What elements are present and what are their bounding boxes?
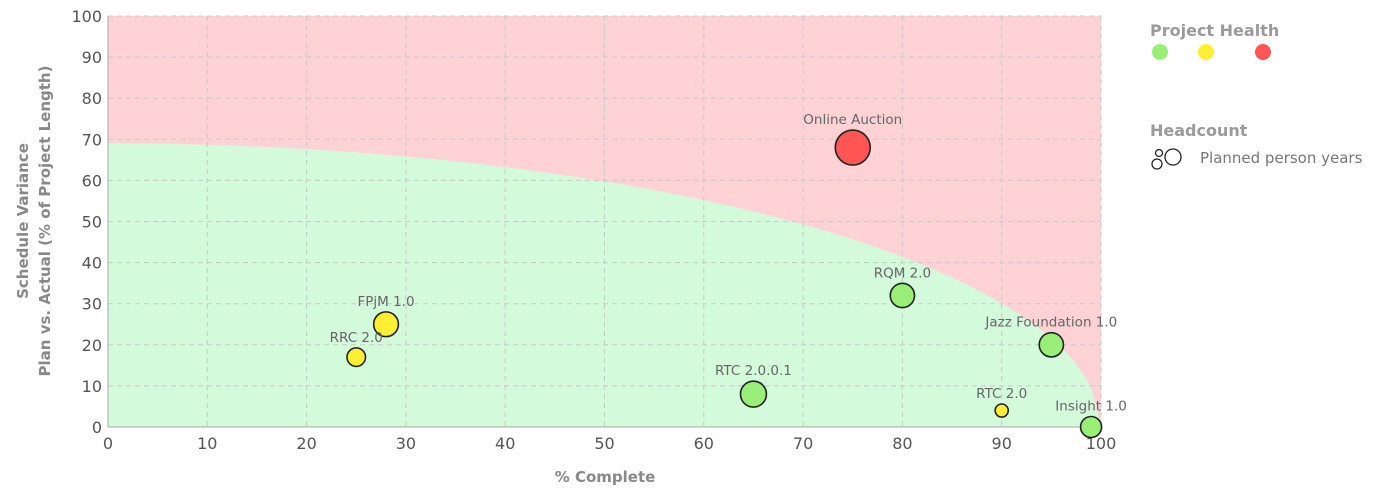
y-tick-label: 20 — [82, 336, 102, 355]
bubble-point[interactable] — [1038, 331, 1065, 358]
headcount-size-icon — [1151, 148, 1182, 170]
bubble-label: FPjM 1.0 — [358, 294, 415, 310]
y-tick-label: 50 — [82, 213, 102, 232]
x-tick-label: 30 — [396, 434, 416, 453]
x-tick-label: 80 — [892, 434, 912, 453]
legend-headcount-title: Headcount — [1150, 121, 1248, 140]
bubble-point[interactable] — [372, 311, 400, 338]
x-tick-label: 50 — [594, 434, 614, 453]
bubble-label: RTC 2.0.0.1 — [715, 363, 792, 379]
y-tick-label: 70 — [82, 130, 102, 149]
bubble-label: RTC 2.0 — [976, 386, 1027, 402]
x-tick-label: 20 — [296, 434, 316, 453]
x-tick-label: 10 — [197, 434, 217, 453]
y-tick-label: 60 — [82, 171, 102, 190]
y-tick-label: 0 — [92, 418, 102, 437]
bubble-label: RRC 2.0 — [330, 330, 383, 346]
x-tick-label: 40 — [495, 434, 515, 453]
health-swatch — [1198, 44, 1214, 60]
y-tick-label: 30 — [82, 295, 102, 314]
y-tick-label: 80 — [82, 89, 102, 108]
bubble-point[interactable] — [889, 282, 916, 309]
legend-headcount-text: Planned person years — [1200, 149, 1363, 167]
legend-health-title: Project Health — [1150, 21, 1279, 40]
bubble-point[interactable] — [346, 347, 367, 368]
x-tick-label: 60 — [694, 434, 714, 453]
bubble-point[interactable] — [994, 403, 1010, 418]
y-axis-title-line1: Schedule Variance — [14, 143, 32, 299]
x-axis-title: % Complete — [555, 468, 656, 486]
bubble-point[interactable] — [739, 380, 768, 408]
health-swatch — [1255, 44, 1271, 60]
x-tick-label: 0 — [103, 434, 113, 453]
bubble-label: RQM 2.0 — [874, 265, 931, 281]
bubble-label: Online Auction — [803, 112, 902, 128]
y-tick-label: 100 — [71, 7, 102, 26]
bubble-point[interactable] — [834, 129, 872, 166]
y-tick-label: 10 — [82, 377, 102, 396]
y-axis-title-line2: Plan vs. Actual (% of Project Length) — [36, 66, 54, 377]
health-swatch — [1152, 44, 1168, 60]
bubble-label: Insight 1.0 — [1055, 399, 1127, 415]
bubble-point[interactable] — [1079, 415, 1103, 439]
y-tick-label: 40 — [82, 254, 102, 273]
bubble-label: Jazz Foundation 1.0 — [984, 315, 1117, 331]
legend: Project Health Headcount Planned person … — [1150, 21, 1363, 170]
x-tick-label: 90 — [992, 434, 1012, 453]
x-tick-label: 100 — [1086, 434, 1117, 453]
y-tick-label: 90 — [82, 48, 102, 67]
x-tick-label: 70 — [793, 434, 813, 453]
